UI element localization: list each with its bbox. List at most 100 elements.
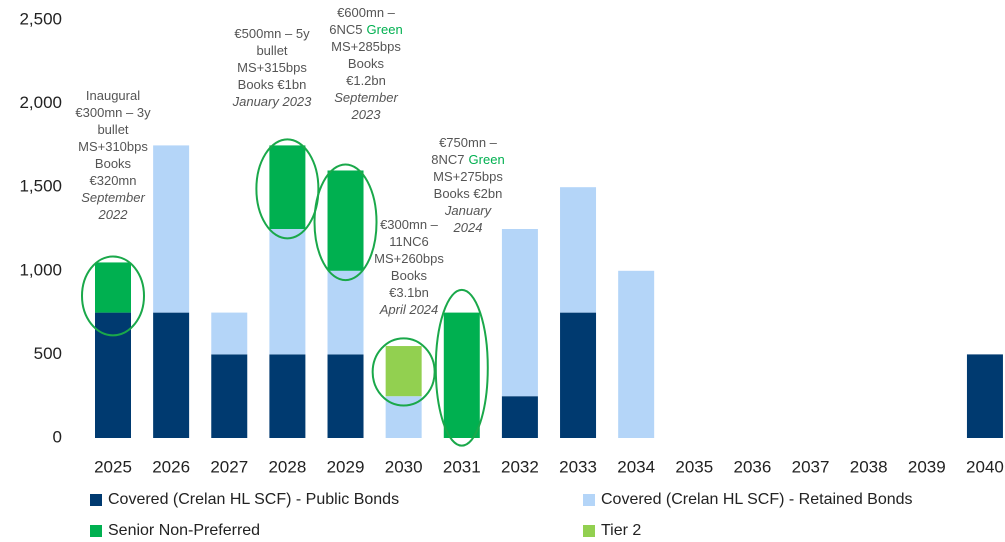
bar <box>269 229 306 355</box>
annotation-text: 2022 <box>98 207 129 222</box>
annotation-line: bullet <box>97 122 128 137</box>
annotation-line: Books <box>95 156 132 171</box>
x-tick-label: 2035 <box>675 457 713 476</box>
annotation-line: €750mn – <box>439 135 498 150</box>
highlight-ellipse <box>313 163 378 282</box>
x-tick-label: 2038 <box>850 457 888 476</box>
annotation-line: Books €1bn <box>238 77 307 92</box>
annotation-line: €300mn – 3y <box>75 105 151 120</box>
annotation-line: MS+275bps <box>433 169 503 184</box>
bar <box>560 312 597 438</box>
x-tick-label: 2036 <box>734 457 772 476</box>
bar <box>269 145 306 229</box>
annotation-text: September <box>334 90 398 105</box>
annotation-line: 2024 <box>453 220 483 235</box>
annotation-line: 2023 <box>351 107 382 122</box>
annotation-text: MS+275bps <box>433 169 503 184</box>
annotation-line: MS+315bps <box>237 60 307 75</box>
annotation-text: Books <box>391 268 428 283</box>
legend-swatch <box>583 525 595 537</box>
annotation-text: 11NC6 <box>389 234 429 249</box>
annotation-line: 2022 <box>98 207 129 222</box>
annotation-line: 8NC7 Green <box>431 152 504 167</box>
annotation-text: Books <box>95 156 132 171</box>
annotation-line: January 2023 <box>232 94 313 109</box>
annotation-line: September <box>334 90 398 105</box>
x-tick-label: 2026 <box>152 457 190 476</box>
bar <box>618 270 655 438</box>
annotation-text: €600mn – <box>337 5 396 20</box>
annotation-text: MS+315bps <box>237 60 307 75</box>
x-tick-label: 2025 <box>94 457 132 476</box>
x-tick-label: 2033 <box>559 457 597 476</box>
annotation-line: MS+285bps <box>331 39 401 54</box>
bar <box>501 396 538 438</box>
annotation-text: €300mn – <box>380 217 439 232</box>
bar <box>269 354 306 438</box>
annotation-line: MS+260bps <box>374 251 444 266</box>
annotation-line: €320mn <box>90 173 137 188</box>
highlight-ellipse <box>255 138 320 240</box>
annotation-text: MS+310bps <box>78 139 148 154</box>
legend-label: Covered (Crelan HL SCF) - Retained Bonds <box>601 491 913 508</box>
bar <box>327 170 364 271</box>
bar <box>95 262 131 313</box>
annotation-text: bullet <box>97 122 128 137</box>
bar <box>153 312 190 438</box>
annotation-line: April 2024 <box>379 302 439 317</box>
bar <box>385 346 422 397</box>
x-tick-label: 2032 <box>501 457 539 476</box>
legend-label: Tier 2 <box>601 522 641 539</box>
x-tick-label: 2028 <box>268 457 306 476</box>
annotation-text: January 2023 <box>232 94 313 109</box>
bar <box>966 354 1003 438</box>
annotation-line: Books <box>348 56 385 71</box>
annotation-text: April 2024 <box>379 302 439 317</box>
bar <box>153 145 190 313</box>
annotation-text: Books <box>348 56 385 71</box>
y-tick-label: 0 <box>53 427 62 446</box>
annotation-line: €600mn – <box>337 5 396 20</box>
annotation-text: €3.1bn <box>389 285 429 300</box>
annotation-text: Books €1bn <box>238 77 307 92</box>
annotation-text: MS+285bps <box>331 39 401 54</box>
annotation-text: Books €2bn <box>434 186 503 201</box>
bar <box>327 354 364 438</box>
annotation-text: January <box>444 203 493 218</box>
x-tick-label: 2039 <box>908 457 946 476</box>
annotation-text: €500mn – 5y <box>234 26 310 41</box>
y-tick-label: 500 <box>34 344 62 363</box>
bar <box>327 270 364 355</box>
highlight-ellipse <box>81 255 145 337</box>
annotation-line: 11NC6 <box>389 234 429 249</box>
bar <box>560 187 597 313</box>
annotation-text: 8NC7 <box>431 152 464 167</box>
y-tick-label: 1,000 <box>19 260 62 279</box>
legend-label: Senior Non-Preferred <box>108 522 260 539</box>
annotation-line: 6NC5 Green <box>329 22 402 37</box>
legend-swatch <box>90 525 102 537</box>
bar <box>501 229 538 397</box>
annotation-text: 6NC5 <box>329 22 362 37</box>
x-tick-label: 2029 <box>327 457 365 476</box>
annotation-text: €300mn – 3y <box>75 105 151 120</box>
highlight-ellipse <box>371 337 436 407</box>
annotation-line: €1.2bn <box>346 73 386 88</box>
legend-swatch <box>583 494 595 506</box>
bar <box>211 312 248 355</box>
annotation-line: Books <box>391 268 428 283</box>
annotation-line: MS+310bps <box>78 139 148 154</box>
x-tick-label: 2034 <box>617 457 655 476</box>
x-tick-label: 2030 <box>385 457 423 476</box>
annotation-line: September <box>81 190 145 205</box>
annotation-text: September <box>81 190 145 205</box>
annotation-text: €320mn <box>90 173 137 188</box>
x-tick-label: 2037 <box>792 457 830 476</box>
annotation-text: bullet <box>256 43 287 58</box>
annotation-text: Green <box>469 152 505 167</box>
x-tick-label: 2040 <box>966 457 1004 476</box>
x-tick-label: 2031 <box>443 457 481 476</box>
bar <box>211 354 248 438</box>
annotation-line: January <box>444 203 493 218</box>
annotation-line: €300mn – <box>380 217 439 232</box>
